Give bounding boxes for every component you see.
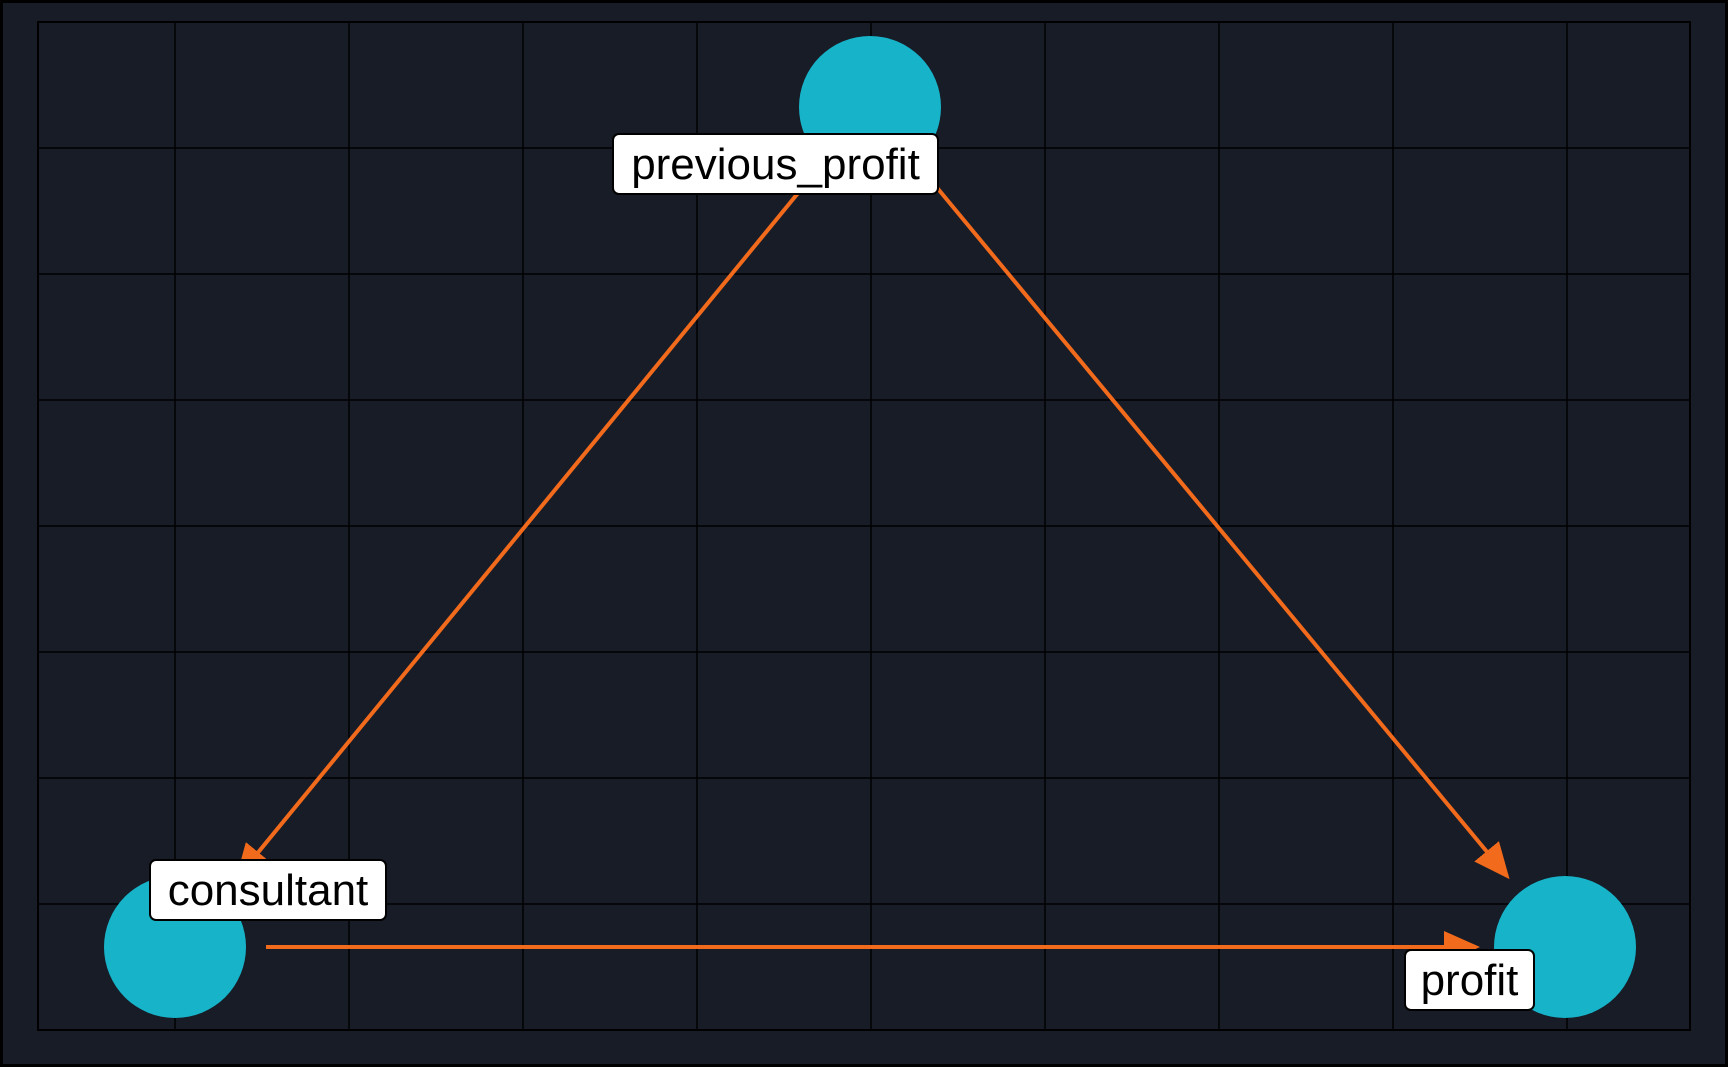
node-label-text: profit: [1421, 956, 1519, 1005]
edge-previous-profit-to-consultant: [235, 174, 814, 881]
node-label-box: [149, 859, 387, 921]
edges: [235, 174, 1510, 963]
node-label-consultant: consultant: [149, 859, 387, 921]
node-label-text: consultant: [168, 866, 369, 915]
edge-previous-profit-to-profit: [927, 176, 1510, 880]
node-label-profit: profit: [1404, 949, 1535, 1011]
node-label-text: previous_profit: [631, 140, 920, 189]
node-labels: previous_profit consultant profit: [149, 133, 1535, 1011]
node-label-previous-profit: previous_profit: [612, 133, 939, 195]
node-label-box: [1404, 949, 1535, 1011]
node-label-box: [612, 133, 939, 195]
panel-border: [37, 21, 1691, 1031]
